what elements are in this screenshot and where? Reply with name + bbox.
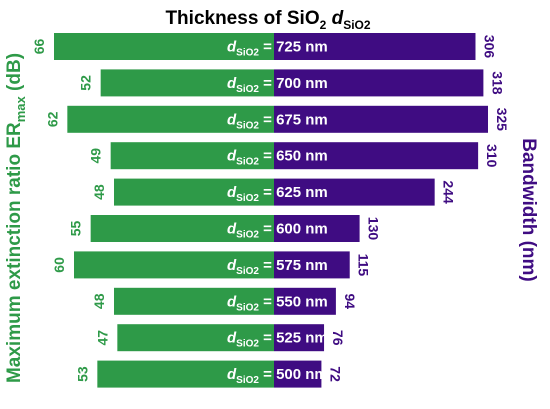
extinction-ratio-value-label: 48 — [91, 184, 107, 200]
extinction-ratio-value-label: 55 — [68, 221, 84, 237]
right-axis-label: Bandwidth (nm) — [518, 138, 539, 282]
extinction-ratio-value-label: 60 — [51, 257, 67, 273]
bandwidth-value-label: 115 — [356, 254, 372, 277]
bar-row-label: dSiO2 = 700 nm — [227, 75, 328, 95]
bar-row-label: dSiO2 = 650 nm — [227, 148, 328, 168]
bar-row-label: dSiO2 = 675 nm — [227, 111, 328, 131]
bar-row-label: dSiO2 = 725 nm — [227, 39, 328, 59]
bar-bandwidth — [274, 324, 325, 352]
bar-extinction-ratio — [67, 105, 274, 133]
bandwidth-value-label: 130 — [366, 217, 382, 241]
extinction-ratio-value-label: 53 — [74, 366, 90, 382]
bar-extinction-ratio — [74, 251, 274, 279]
bar-extinction-ratio — [100, 69, 275, 97]
bar-bandwidth — [274, 287, 336, 315]
bar-extinction-ratio — [90, 215, 275, 242]
bars-group: dSiO2 = 725 nm 66 306 dSiO2 = 700 nm 52 318 dS… — [31, 33, 510, 388]
extinction-ratio-value-label: 66 — [31, 39, 47, 55]
bar-row-label: dSiO2 = 525 nm — [227, 330, 328, 350]
bar-extinction-ratio — [110, 142, 275, 170]
extinction-ratio-value-label: 62 — [44, 111, 60, 127]
bandwidth-value-label: 310 — [484, 144, 500, 168]
bar-bandwidth — [274, 105, 488, 133]
bar-extinction-ratio — [97, 360, 274, 388]
bandwidth-value-label: 325 — [494, 108, 510, 132]
extinction-ratio-value-label: 47 — [94, 330, 110, 346]
bar-extinction-ratio — [54, 33, 274, 60]
chart-title: Thickness of SiO2 dSiO2 — [165, 8, 370, 32]
bar-bandwidth — [274, 360, 322, 388]
bar-row-label: dSiO2 = 550 nm — [227, 293, 328, 313]
bandwidth-value-label: 318 — [489, 71, 505, 95]
bandwidth-value-label: 72 — [327, 366, 343, 382]
extinction-ratio-value-label: 52 — [78, 75, 94, 91]
bar-row-label: dSiO2 = 500 nm — [227, 366, 328, 386]
bar-row-label: dSiO2 = 575 nm — [227, 257, 328, 277]
bar-bandwidth — [274, 215, 360, 242]
bar-bandwidth — [274, 69, 484, 97]
bandwidth-value-label: 94 — [342, 294, 358, 310]
left-axis-label: Maximum extinction ratio ERmax (dB) — [4, 53, 28, 383]
bar-extinction-ratio — [114, 287, 274, 315]
bar-row-label: dSiO2 = 600 nm — [227, 221, 328, 241]
bandwidth-value-label: 244 — [441, 180, 457, 204]
bar-bandwidth — [274, 142, 479, 170]
bar-bandwidth — [274, 33, 476, 60]
extinction-ratio-value-label: 49 — [88, 148, 104, 164]
bar-bandwidth — [274, 251, 350, 279]
bandwidth-value-label: 306 — [481, 35, 497, 59]
bar-extinction-ratio — [114, 178, 274, 206]
bar-extinction-ratio — [117, 324, 274, 352]
bandwidth-value-label: 76 — [330, 330, 346, 346]
bar-bandwidth — [274, 178, 435, 206]
bar-row-label: dSiO2 = 625 nm — [227, 184, 328, 204]
extinction-ratio-value-label: 48 — [91, 293, 107, 309]
